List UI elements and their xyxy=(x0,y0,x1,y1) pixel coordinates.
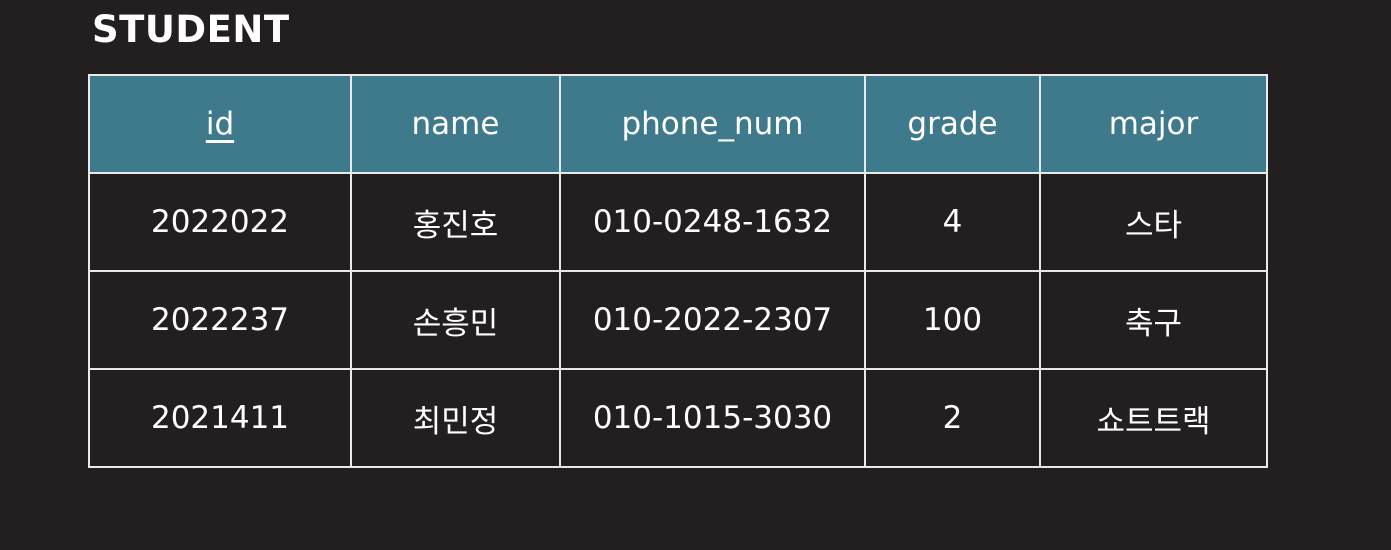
table-row: 2022022 홍진호 010-0248-1632 4 스타 xyxy=(88,172,1268,272)
cell-grade: 2 xyxy=(864,368,1041,468)
cell-phone-num: 010-2022-2307 xyxy=(559,270,866,370)
cell-name: 손흥민 xyxy=(350,270,561,370)
primary-key-label: id xyxy=(205,106,235,142)
cell-grade-highlighted: 100 xyxy=(864,270,1041,370)
column-header-major: major xyxy=(1039,74,1268,174)
cell-phone-num: 010-1015-3030 xyxy=(559,368,866,468)
student-table: id name phone_num grade major 2022022 홍진… xyxy=(88,74,1268,468)
column-header-id: id xyxy=(88,74,352,174)
column-header-name: name xyxy=(350,74,561,174)
table-title: STUDENT xyxy=(92,8,290,51)
cell-id: 2022022 xyxy=(88,172,352,272)
cell-grade: 4 xyxy=(864,172,1041,272)
cell-major: 축구 xyxy=(1039,270,1268,370)
table-row: 2021411 최민정 010-1015-3030 2 쇼트트랙 xyxy=(88,368,1268,468)
cell-phone-num: 010-0248-1632 xyxy=(559,172,866,272)
cell-name: 홍진호 xyxy=(350,172,561,272)
cell-id: 2021411 xyxy=(88,368,352,468)
cell-id: 2022237 xyxy=(88,270,352,370)
table-row: 2022237 손흥민 010-2022-2307 100 축구 xyxy=(88,270,1268,370)
header-row: id name phone_num grade major xyxy=(88,74,1268,174)
cell-major: 쇼트트랙 xyxy=(1039,368,1268,468)
column-header-grade: grade xyxy=(864,74,1041,174)
column-header-phone-num: phone_num xyxy=(559,74,866,174)
cell-major: 스타 xyxy=(1039,172,1268,272)
cell-name: 최민정 xyxy=(350,368,561,468)
